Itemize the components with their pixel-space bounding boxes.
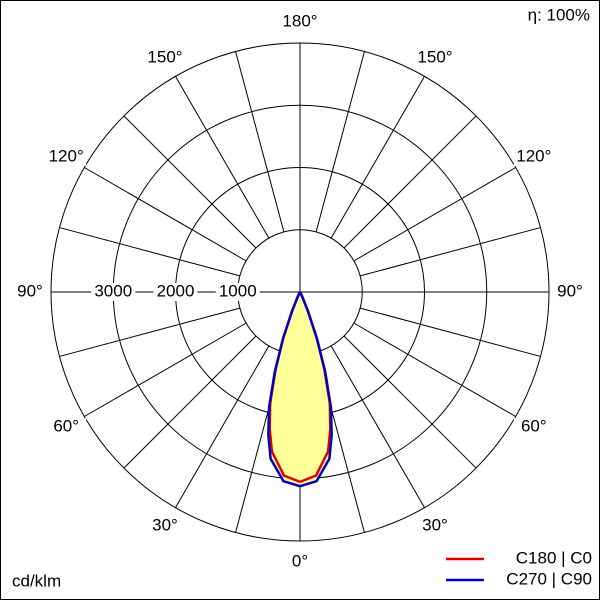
labels: 1000 2000 3000 0° 30° 30° 60° 60° 90° 90° 120° 120°… — [10, 11, 592, 588]
spoke — [123, 335, 257, 469]
label-bg — [46, 418, 87, 436]
spoke — [343, 335, 477, 469]
unit-label: cd/klm — [12, 571, 61, 590]
angle-label: 150° — [417, 48, 452, 67]
curve — [267, 291, 302, 488]
spoke — [235, 51, 285, 233]
spoke — [359, 227, 541, 277]
curves — [267, 291, 333, 488]
r-tick-label: 3000 — [94, 281, 132, 300]
angle-label: 120° — [49, 146, 84, 165]
angle-label: 30° — [422, 515, 448, 534]
angle-label: 0° — [292, 551, 308, 570]
spoke — [353, 167, 516, 262]
efficiency-label: η: 100% — [528, 5, 590, 24]
spoke — [359, 307, 541, 357]
label-bg — [550, 283, 590, 301]
angle-label: 120° — [516, 146, 551, 165]
spoke — [315, 51, 365, 233]
label-bg — [145, 516, 185, 535]
grid — [50, 42, 550, 542]
label-bg — [145, 49, 185, 68]
legend-label: C270 | C90 — [506, 569, 592, 588]
spoke — [59, 227, 241, 277]
spoke — [353, 322, 516, 417]
label-bg — [10, 283, 50, 301]
angle-label: 180° — [282, 11, 317, 30]
label-bg — [91, 283, 136, 301]
r-tick-label: 2000 — [157, 281, 195, 300]
label-bg — [46, 148, 87, 166]
spoke — [343, 115, 477, 249]
angle-label: 150° — [147, 48, 182, 67]
spoke — [84, 167, 247, 262]
label-bg — [415, 49, 455, 68]
angle-label: 90° — [17, 281, 43, 300]
label-bg — [280, 13, 320, 31]
angle-label: 30° — [152, 515, 178, 534]
spoke — [175, 76, 270, 239]
label-bg — [513, 148, 554, 166]
angle-label: 60° — [53, 416, 79, 435]
spoke — [330, 76, 425, 239]
angle-label: 90° — [557, 281, 583, 300]
label-bg — [280, 553, 320, 571]
spoke — [84, 322, 247, 417]
spoke — [59, 307, 241, 357]
angle-label: 60° — [521, 416, 547, 435]
beam-fill — [268, 292, 332, 487]
legend-label: C180 | C0 — [516, 548, 592, 567]
label-bg — [153, 283, 198, 301]
spoke — [175, 345, 270, 508]
label-bg — [215, 283, 260, 301]
curve — [298, 291, 333, 488]
label-bg — [513, 418, 554, 436]
spoke — [330, 345, 425, 508]
r-tick-label: 1000 — [219, 281, 257, 300]
spoke — [123, 115, 257, 249]
label-bg — [415, 516, 455, 535]
